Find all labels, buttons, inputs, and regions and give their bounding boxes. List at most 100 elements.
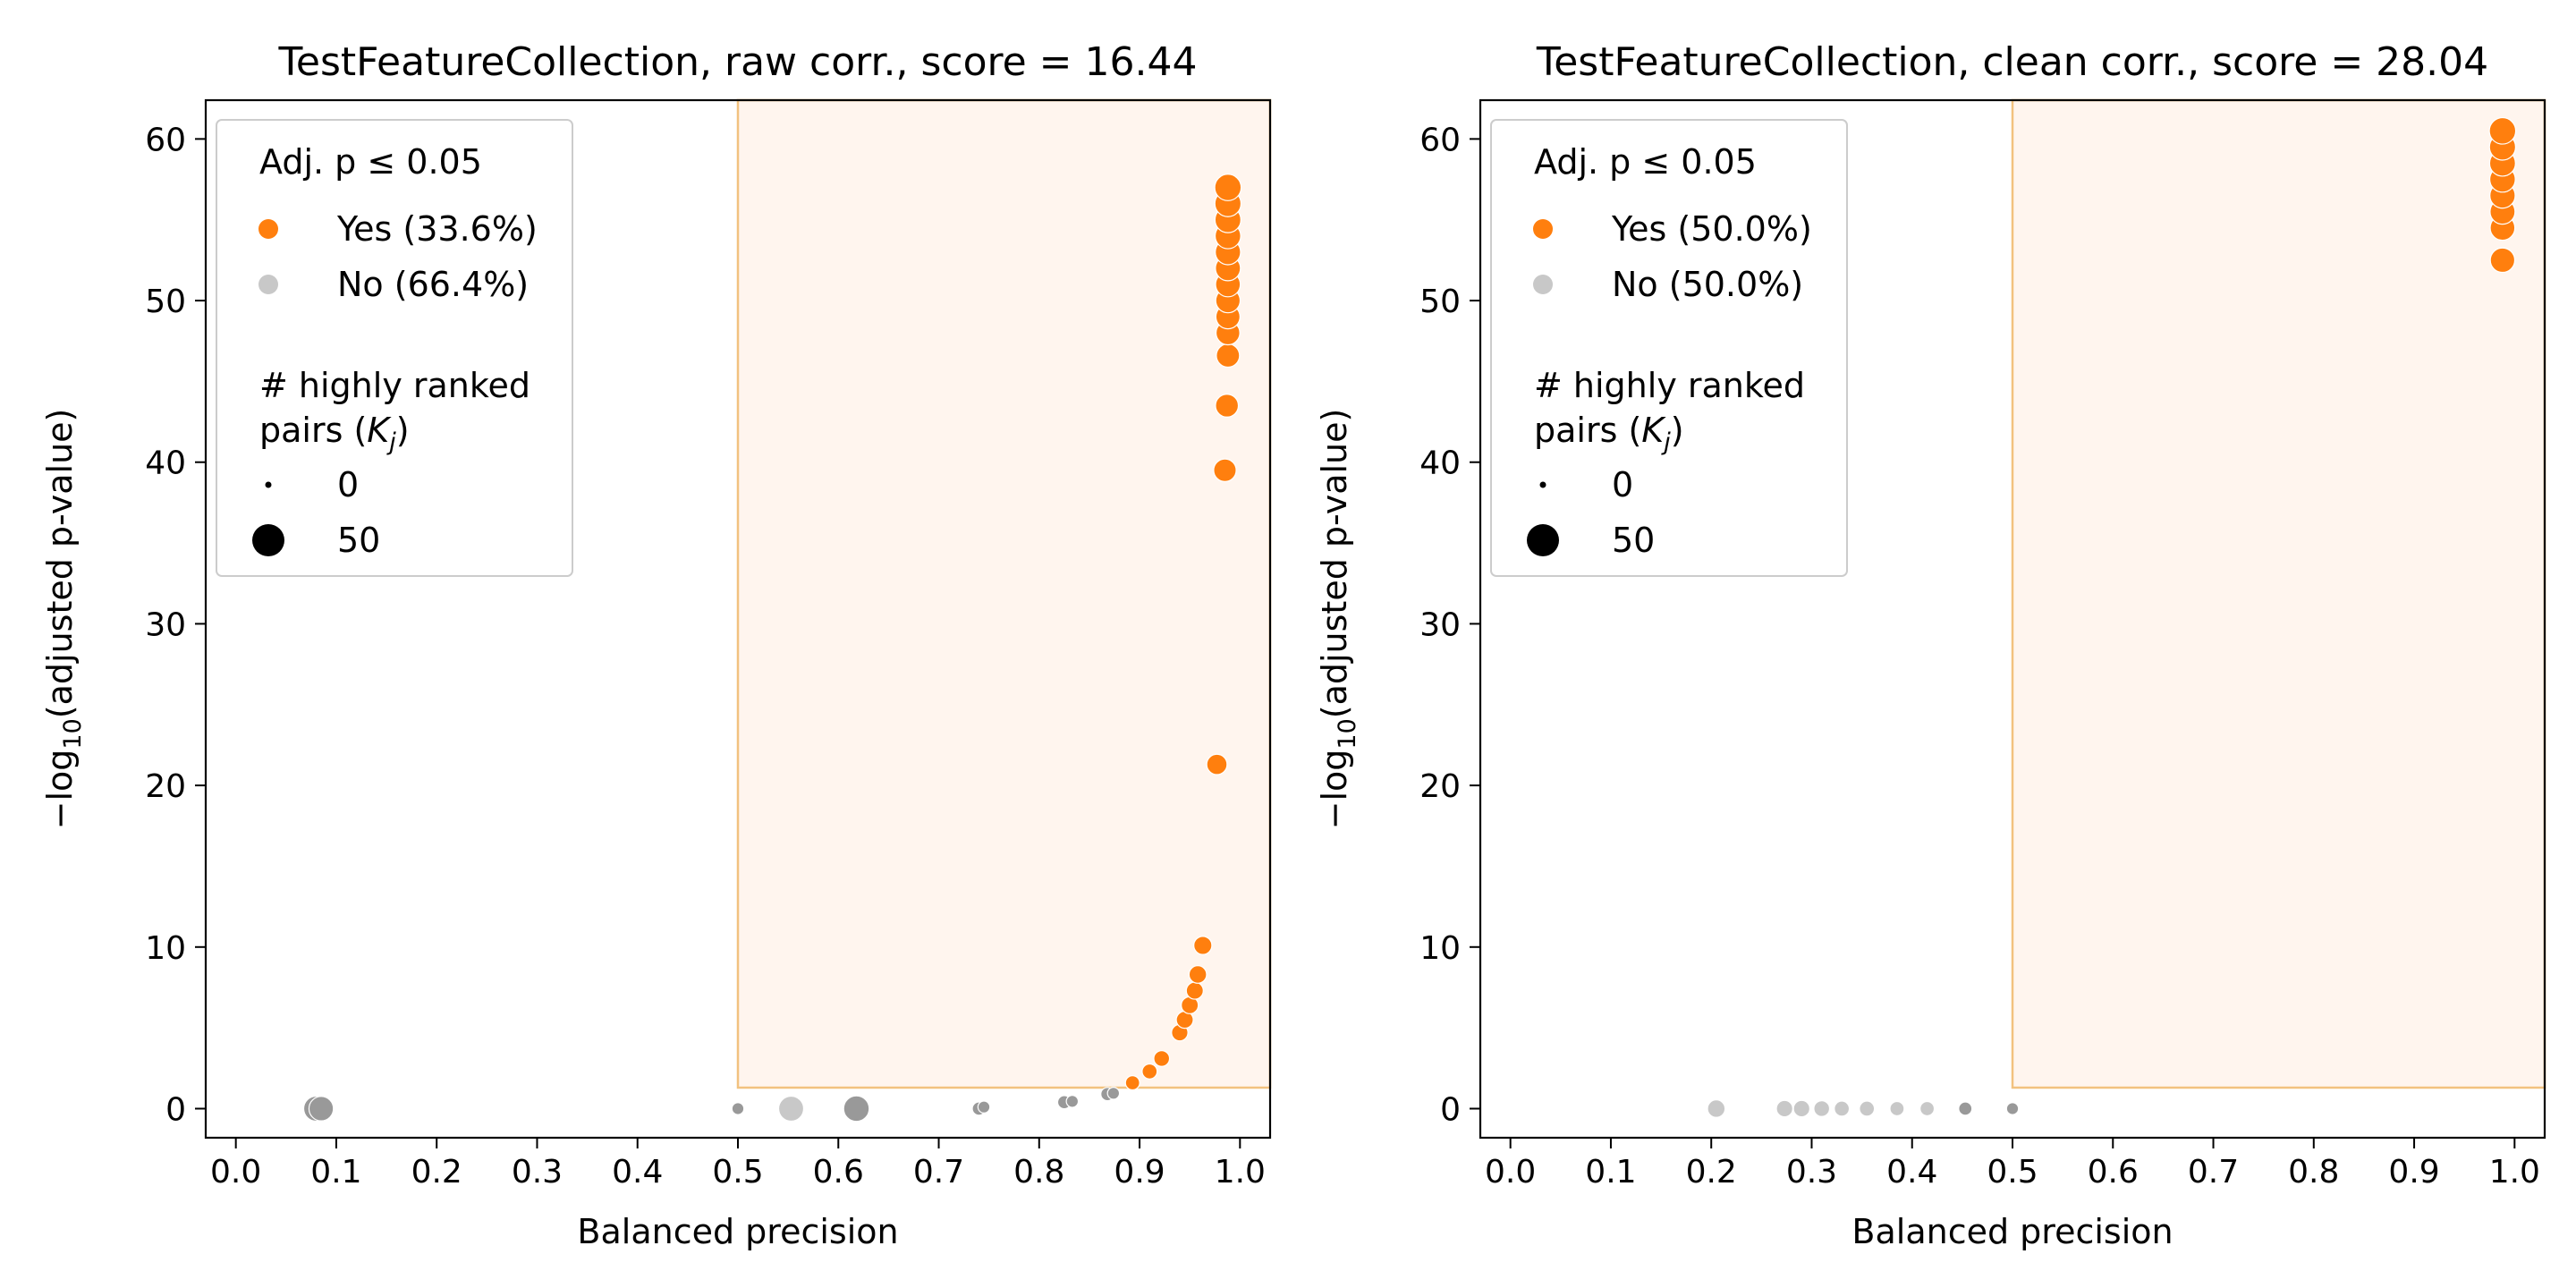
- x-tick-label: 0.2: [1686, 1154, 1737, 1191]
- y-tick-label: 40: [145, 445, 186, 482]
- legend-label-yes: Yes (33.6%): [336, 209, 538, 249]
- panel-1: 0.0 0.1 0.2 0.3 0.4 0.5 0.6 0.7 0.8 0.9 1.0 0 10 20 30…: [40, 39, 1272, 1251]
- legend-label-no: No (66.4%): [337, 265, 529, 304]
- y-tick-label: 20: [145, 768, 186, 805]
- legend-size-title: # highly ranked: [1534, 366, 1805, 405]
- legend-size-title-2d: ): [396, 411, 410, 450]
- x-tick-label: 0.5: [1987, 1154, 2038, 1191]
- significance-region: [736, 98, 1272, 1089]
- x-tick-label: 0.4: [612, 1154, 663, 1191]
- legend-size-title-2d: ): [1671, 411, 1684, 450]
- legend-size-title-2: pairs (Kj): [259, 411, 410, 456]
- y-axis-label-suffix: (adjusted p-value): [1315, 409, 1354, 719]
- x-tick-label: 0.1: [310, 1154, 361, 1191]
- legend-label-yes: Yes (50.0%): [1611, 209, 1812, 249]
- y-tick-label: 50: [145, 284, 186, 320]
- data-point: [1215, 394, 1240, 418]
- legend-size-max: 50: [1612, 521, 1655, 560]
- legend-size-title-2b: K: [367, 411, 392, 450]
- data-point: [1213, 458, 1237, 482]
- legend-title: Adj. p ≤ 0.05: [1534, 142, 1757, 182]
- y-tick-label: 60: [1419, 122, 1461, 158]
- y-axis-label-prefix: −log: [1315, 750, 1354, 830]
- chart-title: TestFeatureCollection, clean corr., scor…: [1536, 39, 2488, 85]
- legend-marker-yes: [1533, 219, 1553, 239]
- data-point: [1153, 1050, 1171, 1067]
- data-point: [1775, 1099, 1793, 1118]
- legend-box: [1490, 119, 1848, 577]
- data-point: [1214, 174, 1242, 201]
- x-tick-label: 0.7: [2188, 1154, 2239, 1191]
- x-tick-label: 0.8: [2288, 1154, 2339, 1191]
- x-tick-label: 0.7: [913, 1154, 964, 1191]
- legend-marker-no: [258, 275, 278, 294]
- legend-size-title-2a: pairs (: [1534, 411, 1641, 450]
- y-axis-label-prefix: −log: [40, 750, 80, 830]
- x-tick-label: 0.6: [813, 1154, 864, 1191]
- y-tick-label: 30: [145, 606, 186, 643]
- legend: Adj. p ≤ 0.05 Yes (50.0%) No (50.0%) # high…: [1490, 119, 1848, 577]
- legend-size-marker-min: [265, 481, 272, 488]
- data-point: [1141, 1063, 1158, 1080]
- x-tick-label: 0.9: [1114, 1154, 1165, 1191]
- data-point: [1813, 1100, 1831, 1117]
- legend: Adj. p ≤ 0.05 Yes (33.6%) No (66.4%) # high…: [216, 119, 573, 577]
- x-axis-label: Balanced precision: [1852, 1212, 2173, 1251]
- data-point: [731, 1102, 745, 1115]
- data-point: [977, 1100, 991, 1114]
- legend-size-marker-max: [1527, 524, 1559, 556]
- legend-size-title: # highly ranked: [259, 366, 530, 405]
- y-tick-label: 60: [145, 122, 186, 158]
- panel-2: 0.0 0.1 0.2 0.3 0.4 0.5 0.6 0.7 0.8 0.9 1.0 0 10 20 30…: [1315, 39, 2546, 1251]
- significance-region: [2011, 98, 2546, 1089]
- data-point: [1188, 965, 1208, 984]
- data-point: [308, 1096, 335, 1122]
- x-tick-label: 1.0: [1215, 1154, 1266, 1191]
- data-point: [1124, 1075, 1140, 1091]
- data-point: [2488, 116, 2517, 145]
- y-tick-label: 10: [1419, 930, 1461, 967]
- chart-title: TestFeatureCollection, raw corr., score …: [277, 39, 1197, 85]
- x-tick-label: 0.1: [1585, 1154, 1636, 1191]
- data-point: [1206, 753, 1228, 775]
- x-axis-label: Balanced precision: [577, 1212, 898, 1251]
- x-tick-label: 0.9: [2388, 1154, 2439, 1191]
- legend-label-no: No (50.0%): [1612, 265, 1803, 304]
- data-point: [1193, 936, 1213, 955]
- x-tick-label: 0.0: [1485, 1154, 1536, 1191]
- y-tick-label: 10: [145, 930, 186, 967]
- data-point: [1834, 1100, 1851, 1117]
- data-point: [1889, 1100, 1905, 1117]
- y-axis-label-sub: 10: [59, 718, 87, 749]
- y-axis-label-suffix: (adjusted p-value): [40, 409, 80, 719]
- x-tick-label: 0.2: [411, 1154, 462, 1191]
- data-point: [1216, 343, 1241, 369]
- data-point: [1707, 1099, 1726, 1118]
- legend-size-title-2b: K: [1641, 411, 1666, 450]
- data-point: [1106, 1087, 1121, 1100]
- legend-size-min: 0: [337, 465, 359, 504]
- y-axis-label: −log10(adjusted p-value): [1315, 409, 1361, 830]
- legend-size-marker-min: [1539, 481, 1546, 488]
- x-tick-label: 0.3: [512, 1154, 563, 1191]
- legend-box: [216, 119, 573, 577]
- x-tick-label: 0.5: [712, 1154, 763, 1191]
- data-point: [1958, 1101, 1973, 1116]
- x-tick-label: 0.6: [2088, 1154, 2139, 1191]
- x-tick-label: 1.0: [2489, 1154, 2540, 1191]
- data-point: [1185, 981, 1204, 1000]
- data-point: [1065, 1095, 1080, 1108]
- x-tick-label: 0.4: [1886, 1154, 1937, 1191]
- legend-size-title-2a: pairs (: [259, 411, 367, 450]
- x-tick-label: 0.0: [210, 1154, 261, 1191]
- y-axis-label-sub: 10: [1334, 718, 1361, 749]
- legend-size-max: 50: [337, 521, 380, 560]
- legend-marker-yes: [258, 219, 278, 239]
- y-tick-label: 30: [1419, 606, 1461, 643]
- x-tick-label: 0.8: [1013, 1154, 1064, 1191]
- legend-size-marker-max: [252, 524, 284, 556]
- data-point: [1919, 1100, 1936, 1117]
- data-point: [2489, 247, 2516, 274]
- y-tick-label: 50: [1419, 284, 1461, 320]
